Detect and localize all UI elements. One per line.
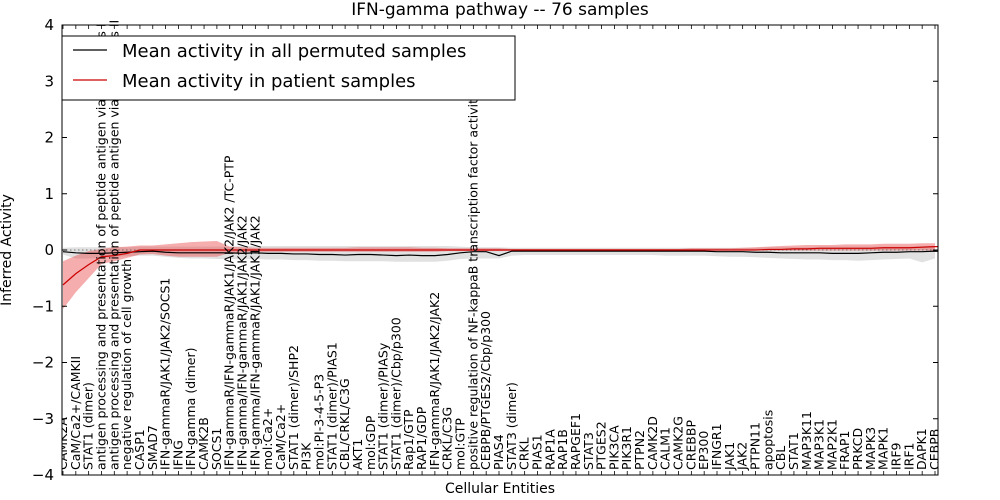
x-tick-label: SOCS1 [209,428,224,470]
x-tick-label: CAMK2G [671,416,686,470]
x-tick-label: IFN-gamma (dimer) [183,348,198,471]
x-tick-label: Rap1/GTP [401,409,416,470]
x-tick-label: STAT1 (dimer) [81,382,96,470]
x-tick-label: PTPN11 [747,422,762,470]
x-tick-label: EP300 [696,431,711,470]
overflow-tick-labels: antigen processing and presentation of p… [93,20,121,470]
x-tick-label: PIK3R1 [619,426,634,470]
x-tick-label: CASP1 [132,429,147,470]
x-tick-label: CEBPB [927,429,942,470]
x-tick-label: CBL [773,446,788,470]
x-tick-label: IFN-gammaR/JAK1/JAK2/SOCS1 [158,278,173,470]
x-tick-label: STAT1 (dimer)/Cbp/p300 [388,317,403,470]
x-tick-label: CRKL [517,437,532,470]
x-tick-label: IRF1 [901,442,916,470]
x-tick-label: STAT3 [581,432,596,470]
x-tick-label: IFN-gamma/IFN-gammaR/JAK1/JAK2/JAK2 [235,215,250,470]
y-tick-label: −3 [32,410,54,428]
x-tick-label: PTPN2 [632,430,647,470]
x-tick-label: MAP3K11 [799,411,814,470]
x-tick-label: IFN-gammaR/JAK1/JAK2/JAK2 [427,292,442,470]
y-tick-label: 2 [44,129,54,147]
y-tick-label: 1 [44,185,54,203]
permuted-mean-line [62,250,938,257]
y-tick-label: 4 [44,16,54,34]
x-tick-label: RAP1B [555,429,570,470]
x-tick-label: PI3K [299,442,314,470]
legend-box [61,35,516,101]
series-lines [62,246,938,286]
x-tick-label: MAP3K1 [812,419,827,470]
x-tick-label: apoptosis [760,410,775,470]
x-tick-label: STAT3 (dimer) [504,382,519,470]
x-tick-label: JAK2 [735,442,750,471]
y-tick-label: −1 [32,297,54,315]
x-tick-label: STAT1 (dimer)/PIAS1 [324,342,339,470]
x-tick-label: antigen processing and presentation of p… [93,23,108,470]
x-tick-label: IFNG [170,440,185,470]
y-tick-label: 3 [44,72,54,90]
x-tick-label: PTGES2 [594,421,609,470]
x-tick-label: MAPK3 [863,427,878,470]
x-tick-label: MAPK1 [876,427,891,470]
x-tick-label: IFN-gamma/IFN-gammaR/JAK1/JAK1/JAK2 [247,215,262,470]
x-tick-label: PIAS1 [529,434,544,470]
x-tick-label: CBL/CRKL/C3G [337,378,352,470]
x-tick-label: CEBPB/PTGES2/Cbp/p300 [478,311,493,470]
x-tick-label: MAP2K1 [824,419,839,470]
x-tick-label: antigen processing and presentation of p… [106,20,121,470]
patient-mean-line [62,246,938,286]
x-tick-label: CRKL/C3G [440,407,455,470]
x-tick-label: STAT1 [786,432,801,470]
x-tick-label: CAMK2D [645,416,660,470]
x-tick-label: positive regulation of NF-kappaB transcr… [465,91,480,470]
x-tick-label: CaM/Ca2+ [273,404,288,470]
x-tick-label: PRKCD [850,428,865,470]
x-tick-label: CAMK2A [55,417,70,470]
x-tick-label: RAP1A [542,429,557,470]
x-tick-label: mol:PI-3-4-5-P3 [311,374,326,470]
x-tick-label: AKT1 [350,439,365,470]
x-tick-label: CALM1 [658,427,673,470]
y-axis-label: Inferred Activity [0,194,15,306]
x-tick-label: CAMK2B [196,417,211,470]
x-tick-label: IFN-gammaR/IFN-gammaR/JAK1/JAK2/JAK2 /TC… [222,155,237,470]
y-axis: −4 −3 −2 −1 0 1 2 3 4 [32,16,938,484]
x-tick-label: SMAD7 [145,425,160,470]
x-tick-label: RAPGEF1 [568,413,583,470]
y-tick-label: −4 [32,466,54,484]
x-tick-label: PIK3CA [606,425,621,470]
x-tick-label: DAPK1 [914,428,929,470]
x-tick-label: JAK1 [722,442,737,471]
x-tick-label: CaM/Ca2+/CAMKII [68,356,83,470]
x-tick-label: IFNGR1 [709,423,724,470]
x-tick-label: RAP1/GDP [414,406,429,470]
y-tick-label: −2 [32,354,54,372]
x-tick-label: CREBBP [683,420,698,470]
x-tick-label: STAT1 (dimer)/SHP2 [286,345,301,470]
x-tick-label: mol:GTP [453,418,468,470]
y-tick-label: 0 [44,241,54,259]
legend-label-permuted: Mean activity in all permuted samples [122,41,466,62]
x-tick-label: mol:GDP [363,415,378,470]
legend: Mean activity in all permuted samples Me… [61,35,516,101]
x-axis-label: Cellular Entities [445,481,555,497]
x-tick-label: negative regulation of cell growth [119,259,134,470]
x-tick-label: IRF9 [889,442,904,470]
chart-title: IFN-gamma pathway -- 76 samples [351,0,649,20]
x-tick-label: FRAP1 [837,431,852,470]
legend-label-patient: Mean activity in patient samples [122,71,416,92]
x-tick-label: mol:Ca2+ [260,408,275,470]
x-tick-label: PIAS4 [491,434,506,470]
x-tick-label: STAT1 (dimer)/PIASy [376,342,391,470]
